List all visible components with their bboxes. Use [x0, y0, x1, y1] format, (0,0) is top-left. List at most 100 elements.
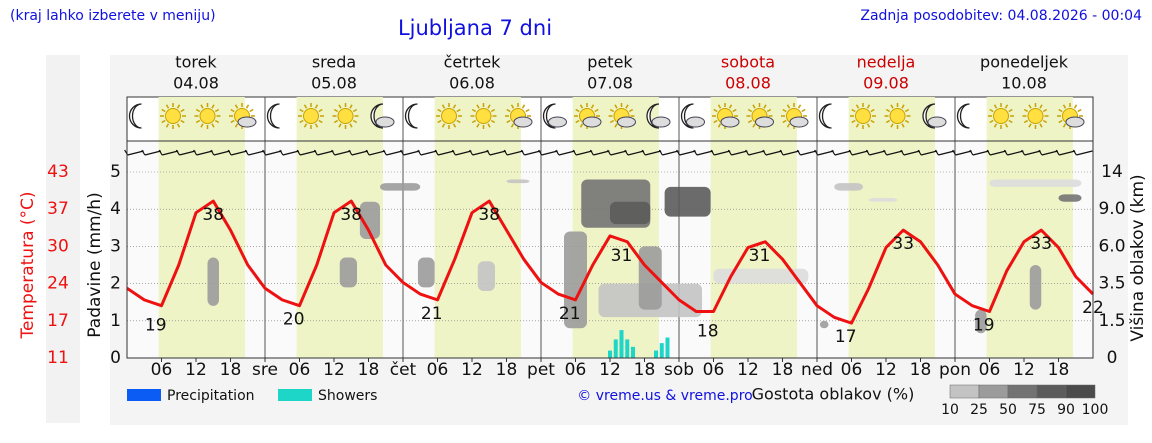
sun-ray: [195, 108, 201, 113]
day-name: četrtek: [444, 53, 502, 72]
x-tick-label: 12: [875, 360, 897, 380]
sun-ray: [890, 104, 894, 109]
sun-ray: [471, 119, 477, 124]
wind-barb: [851, 150, 869, 156]
temp-label: 38: [202, 205, 224, 225]
wind-barb: [952, 149, 957, 156]
cloud-patch: [638, 246, 662, 310]
sun-ray: [782, 108, 787, 113]
daylight-band: [710, 97, 797, 358]
sun-ray: [506, 119, 511, 124]
wind-barb: [662, 150, 679, 156]
wind-barb: [1058, 150, 1076, 156]
wind-barb: [317, 150, 334, 156]
temp-label: 38: [340, 205, 362, 225]
cloud-legend-label: 100: [1082, 402, 1109, 418]
x-tick-label: čet: [390, 360, 417, 380]
x-tick-label: 12: [323, 360, 345, 380]
sun-ray: [314, 104, 319, 109]
wind-barb: [572, 149, 577, 156]
sun-ray: [234, 123, 239, 128]
wind-barb: [886, 150, 903, 156]
cloud-icon: [548, 116, 567, 128]
wind-barb: [503, 149, 508, 156]
cloud-legend-title: Gostota oblakov (%): [752, 385, 915, 404]
sun-ray: [352, 108, 358, 113]
wind-barb: [196, 150, 213, 156]
wind-barb: [1021, 149, 1026, 156]
chart-title: Ljubljana 7 dni: [398, 16, 552, 40]
wind-barb: [831, 149, 836, 156]
sun-ray: [728, 104, 733, 109]
wind-barb: [796, 149, 801, 156]
wind-barb: [210, 149, 215, 156]
sun-ray: [993, 123, 998, 128]
wind-barb: [175, 149, 180, 156]
y2-axis-title: Višina oblakov (km): [1128, 174, 1148, 341]
y-tick-label: 5: [110, 162, 121, 182]
sun-ray: [851, 119, 856, 124]
wind-barb: [486, 149, 491, 156]
sun-ray: [1023, 119, 1029, 124]
wind-barb: [299, 150, 317, 156]
x-tick-label: 18: [910, 360, 932, 380]
cloud-legend-label: 75: [1028, 402, 1046, 418]
wind-barb: [313, 149, 318, 156]
temp-label: 19: [145, 316, 167, 336]
sun-ray: [333, 108, 339, 113]
wind-barb: [969, 149, 974, 156]
y2-tick-label: 3.5: [1098, 274, 1125, 294]
sun-ray: [338, 123, 342, 128]
x-tick-label: ned: [801, 360, 833, 380]
sun-ray: [628, 108, 634, 113]
x-tick-label: 06: [151, 360, 173, 380]
x-tick-label: 12: [1013, 360, 1035, 380]
sun-ray: [249, 108, 254, 113]
cloud-icon: [237, 116, 257, 128]
moon-icon: [818, 103, 832, 129]
cloud-patch: [610, 201, 651, 225]
wind-barb: [420, 150, 438, 156]
wind-barb: [282, 150, 300, 156]
cloud-patch: [868, 198, 898, 202]
sun-ray: [904, 108, 910, 113]
wind-barb: [696, 150, 714, 156]
sun-ray: [230, 119, 235, 124]
cloud-legend-box: [949, 384, 980, 399]
cloud-patch: [819, 320, 829, 329]
moon-icon: [680, 103, 694, 129]
x-tick-label: pon: [939, 360, 971, 380]
cloud-icon: [927, 116, 947, 128]
precip-bar: [665, 337, 670, 358]
sun-ray: [314, 123, 319, 128]
day-date: 07.08: [587, 74, 633, 93]
sun-icon: [165, 108, 181, 124]
wind-barb: [230, 150, 248, 156]
temp-tick-label: 24: [47, 274, 69, 294]
moon-icon: [404, 103, 418, 129]
legend-label: Precipitation: [167, 388, 255, 404]
wind-barb: [403, 150, 420, 156]
sun-ray: [713, 108, 718, 113]
wind-barb: [641, 149, 646, 156]
cloud-icon: [789, 116, 809, 128]
temp-label: 33: [1030, 234, 1052, 254]
sun-ray: [1008, 108, 1013, 113]
y-tick-label: 4: [110, 199, 121, 219]
cloud-patch: [339, 257, 357, 288]
sun-ray: [510, 123, 515, 128]
x-tick-label: 06: [841, 360, 863, 380]
moon-icon: [646, 103, 660, 129]
sun-icon: [993, 108, 1009, 124]
wind-barb: [834, 150, 852, 156]
wind-barb: [920, 150, 938, 156]
wind-barb: [193, 149, 198, 156]
sun-icon: [337, 108, 354, 124]
wind-barb: [710, 149, 715, 156]
wind-barb: [658, 149, 663, 156]
updated: Zadnja posodobitev: 04.08.2026 - 00:04: [860, 8, 1142, 24]
cloud-icon: [375, 116, 395, 128]
cloud-patch: [713, 268, 809, 284]
sun-ray: [1039, 123, 1043, 128]
sun-ray: [866, 123, 871, 128]
